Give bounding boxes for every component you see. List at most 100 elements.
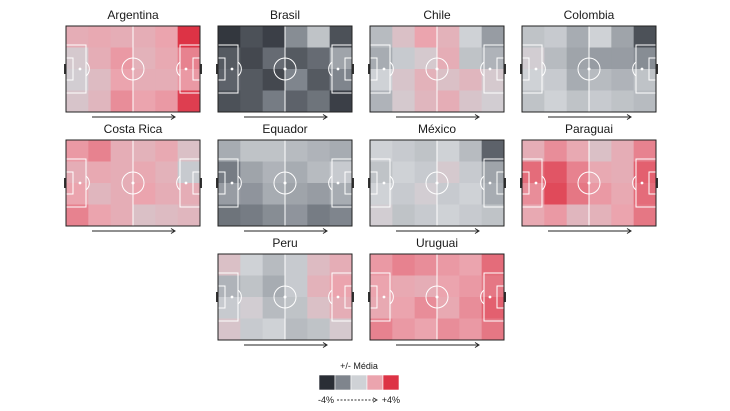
legend: +/- Média -4% +4%	[318, 361, 400, 405]
heat-cell	[392, 90, 416, 113]
heat-cell	[262, 204, 286, 227]
heat-cell	[329, 204, 353, 227]
heat-cell	[218, 275, 241, 298]
heat-cell	[566, 140, 590, 162]
heat-cell	[177, 183, 201, 205]
heat-cell	[437, 90, 460, 113]
team-panel-brasil: Brasil	[216, 8, 354, 120]
heat-cell	[262, 254, 286, 276]
heat-cell	[307, 161, 331, 184]
heat-cell	[262, 275, 286, 298]
heat-cell	[481, 318, 505, 341]
heat-cell	[110, 183, 134, 205]
heat-cell	[177, 69, 201, 91]
heat-cell	[437, 204, 460, 227]
heat-cell	[110, 161, 134, 184]
team-title: México	[418, 122, 456, 136]
heat-cell	[544, 69, 568, 91]
heat-cell	[177, 204, 201, 227]
heat-cell	[544, 47, 568, 70]
heat-cell	[370, 26, 393, 48]
heat-cell	[177, 47, 201, 70]
heat-cell	[240, 161, 264, 184]
heat-cell	[88, 47, 112, 70]
pitch-frame	[65, 139, 201, 227]
goal-left	[368, 178, 370, 188]
goal-left	[520, 178, 522, 188]
heat-cell	[285, 161, 308, 184]
heat-cell	[285, 47, 308, 70]
heat-cell	[459, 90, 483, 113]
heat-cell	[459, 318, 483, 341]
heat-cell	[240, 140, 264, 162]
heat-cell	[459, 140, 483, 162]
heat-cell	[133, 204, 156, 227]
heat-cell	[218, 297, 241, 319]
heat-cell	[392, 26, 416, 48]
team-panel-colombia: Colombia	[520, 8, 658, 120]
heat-cell	[589, 47, 612, 70]
heat-cell	[459, 275, 483, 298]
heat-cell	[262, 47, 286, 70]
heat-cell	[633, 69, 657, 91]
heat-cell	[611, 204, 635, 227]
heat-cell	[285, 69, 308, 91]
heat-cell	[307, 254, 331, 276]
goal-right	[200, 64, 202, 74]
heat-cell	[459, 183, 483, 205]
heat-cell	[589, 90, 612, 113]
heat-cell	[566, 90, 590, 113]
arrow-head-icon	[626, 114, 632, 120]
heat-cell	[240, 26, 264, 48]
heat-cell	[307, 183, 331, 205]
heat-cell	[589, 204, 612, 227]
heat-cell	[240, 183, 264, 205]
team-title: Costa Rica	[104, 122, 163, 136]
arrow-head-icon	[474, 342, 480, 348]
heat-cell	[218, 69, 241, 91]
heat-cell	[370, 47, 393, 70]
heat-cell	[392, 275, 416, 298]
heat-cell	[218, 204, 241, 227]
heat-cell	[437, 26, 460, 48]
heat-cell	[437, 297, 460, 319]
heat-cell	[240, 254, 264, 276]
heat-cell	[459, 297, 483, 319]
heat-cell	[307, 318, 331, 341]
heat-cell	[285, 204, 308, 227]
heat-cell	[285, 183, 308, 205]
goal-left	[520, 64, 522, 74]
heat-cell	[110, 26, 134, 48]
heat-cell	[633, 90, 657, 113]
heat-cell	[307, 26, 331, 48]
heat-cell	[155, 26, 179, 48]
heat-cell	[544, 26, 568, 48]
heat-cell	[218, 26, 241, 48]
heat-cell	[66, 90, 89, 113]
heat-cell	[218, 318, 241, 341]
heat-cell	[611, 161, 635, 184]
pitch-frame	[65, 25, 201, 113]
heat-cell	[392, 297, 416, 319]
heat-cell	[218, 90, 241, 113]
team-panel-equador: Equador	[216, 122, 354, 234]
pitch-frame	[369, 253, 505, 341]
heat-cell	[392, 254, 416, 276]
heat-cell	[437, 275, 460, 298]
heat-cell	[88, 204, 112, 227]
legend-title: +/- Média	[340, 361, 378, 371]
heat-cell	[589, 140, 612, 162]
heat-cell	[611, 183, 635, 205]
pitch-frame	[521, 25, 657, 113]
heat-cell	[611, 90, 635, 113]
team-panel-paraguai: Paraguai	[520, 122, 658, 234]
legend-min-label: -4%	[318, 395, 334, 405]
goal-right	[504, 64, 506, 74]
arrow-head-icon	[322, 228, 328, 234]
heat-cell	[566, 69, 590, 91]
heat-cell	[133, 161, 156, 184]
heat-cell	[218, 183, 241, 205]
heat-cell	[633, 47, 657, 70]
pitch-lines	[369, 26, 505, 112]
heat-cell	[262, 161, 286, 184]
